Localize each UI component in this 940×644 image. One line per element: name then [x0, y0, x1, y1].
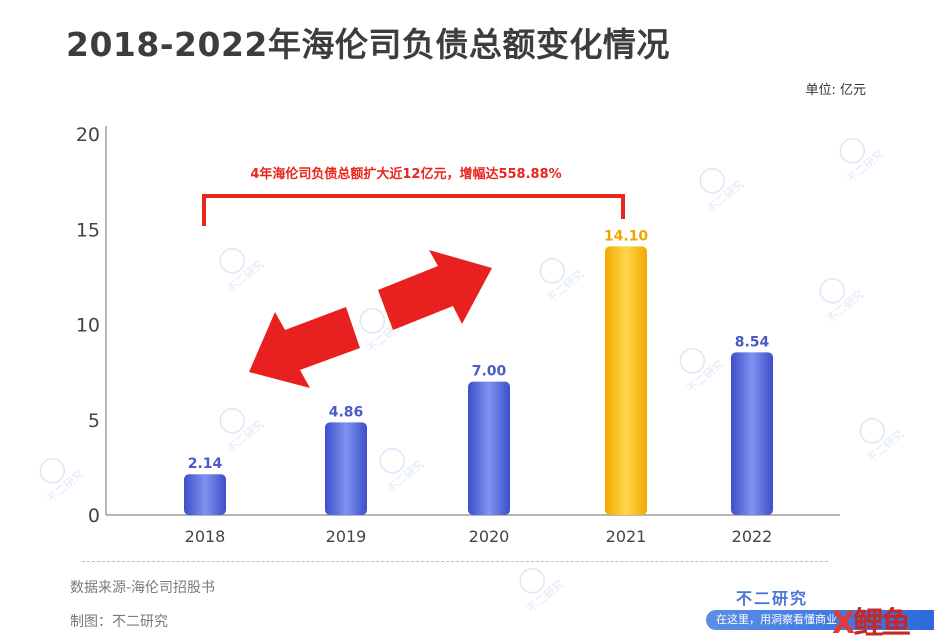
y-tick-label: 5	[88, 410, 100, 432]
x-tick-label: 2018	[185, 527, 226, 546]
brand-banner: 在这里，用洞察看懂商业	[706, 610, 934, 630]
watermark-text: 不二研究	[524, 577, 567, 616]
watermark: 不二研究	[699, 168, 747, 216]
bar	[184, 474, 226, 515]
watermark-text: 不二研究	[864, 427, 907, 466]
unit-label: 单位: 亿元	[805, 83, 866, 98]
footer-divider	[82, 561, 828, 562]
y-tick-label: 15	[76, 219, 100, 241]
watermark: 不二研究	[859, 418, 907, 466]
watermark-text: 不二研究	[544, 267, 587, 306]
chart-axes: 0 5 10 15 20 2018 2019 2020 2021 2022	[76, 124, 840, 546]
bar	[325, 422, 367, 515]
annotation-layer: 4年海伦司负债总额扩大近12亿元，增幅达558.88%	[202, 166, 625, 388]
watermark: 不二研究	[539, 258, 587, 306]
chart-bars: 2.14 4.86 7.00 14.10 8.54	[184, 228, 773, 515]
bar-value-label: 8.54	[735, 334, 770, 350]
annotation-bracket	[202, 194, 625, 226]
watermark-logo-icon	[819, 278, 846, 304]
bar	[468, 381, 510, 515]
y-tick-label: 10	[76, 315, 100, 337]
bar-value-label: 2.14	[188, 456, 223, 472]
bar-value-label: 7.00	[472, 364, 507, 380]
x-tick-label: 2019	[326, 527, 367, 546]
x-tick-label: 2021	[606, 527, 647, 546]
watermark-text: 不二研究	[844, 147, 887, 186]
watermark-logo-icon	[359, 308, 386, 334]
left-arrow-icon	[249, 307, 360, 388]
watermark-logo-icon	[39, 458, 66, 484]
bar	[605, 246, 647, 515]
bar-value-label: 4.86	[329, 404, 364, 420]
watermark-logo-icon	[519, 568, 546, 594]
watermark: 不二研究	[519, 568, 567, 616]
watermark-text: 不二研究	[224, 257, 267, 296]
watermark-text: 不二研究	[384, 457, 427, 496]
watermark-logo-icon	[839, 138, 866, 164]
watermark: 不二研究	[219, 408, 267, 456]
watermark-logo-icon	[219, 248, 246, 274]
x-tick-label: 2020	[469, 527, 510, 546]
watermark-layer: 不二研究不二研究不二研究不二研究不二研究不二研究不二研究不二研究不二研究不二研究…	[39, 138, 907, 616]
bar	[731, 352, 773, 515]
y-tick-label: 20	[76, 124, 100, 146]
watermark-logo-icon	[679, 348, 706, 374]
chart-title: 2018-2022年海伦司负债总额变化情况	[66, 25, 670, 64]
watermark-text: 不二研究	[684, 357, 727, 396]
watermark-text: 不二研究	[224, 417, 267, 456]
brand-name: 不二研究	[736, 589, 809, 608]
y-tick-label: 0	[88, 505, 100, 527]
watermark-logo-icon	[859, 418, 886, 444]
watermark: 不二研究	[219, 248, 267, 296]
watermark: 不二研究	[839, 138, 887, 186]
watermark: 不二研究	[379, 448, 427, 496]
watermark: 不二研究	[679, 348, 727, 396]
watermark-logo-icon	[379, 448, 406, 474]
annotation-text: 4年海伦司负债总额扩大近12亿元，增幅达558.88%	[250, 166, 561, 182]
watermark: 不二研究	[819, 278, 867, 326]
watermark-text: 不二研究	[824, 287, 867, 326]
watermark-logo-icon	[219, 408, 246, 434]
watermark-logo-icon	[699, 168, 726, 194]
data-source: 数据来源-海伦司招股书	[70, 580, 216, 596]
right-arrow-icon	[378, 250, 492, 330]
watermark-text: 不二研究	[44, 467, 87, 506]
watermark-logo-icon	[539, 258, 566, 284]
watermark: 不二研究	[39, 458, 87, 506]
bar-value-label: 14.10	[604, 228, 649, 244]
chart-credit: 制图：不二研究	[70, 614, 168, 630]
watermark-text: 不二研究	[704, 177, 747, 216]
x-tick-label: 2022	[732, 527, 773, 546]
brand-logo: X鲤鱼	[832, 606, 911, 641]
